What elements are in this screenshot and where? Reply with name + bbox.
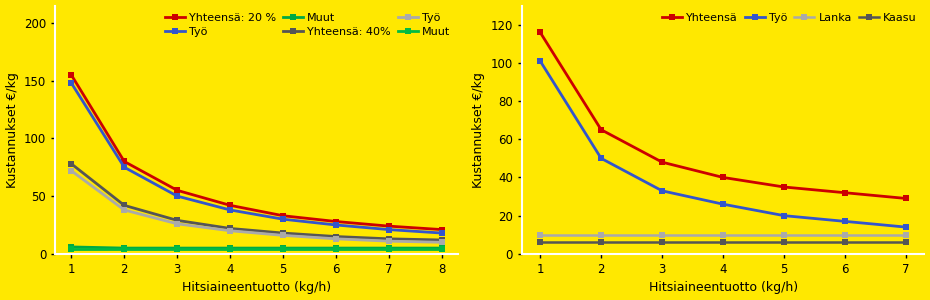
- Y-axis label: Kustannukset €/kg: Kustannukset €/kg: [472, 72, 485, 188]
- X-axis label: Hitsiaineentuotto (kg/h): Hitsiaineentuotto (kg/h): [648, 281, 798, 294]
- X-axis label: Hitsiaineentuotto (kg/h): Hitsiaineentuotto (kg/h): [182, 281, 331, 294]
- Y-axis label: Kustannukset €/kg: Kustannukset €/kg: [6, 72, 19, 188]
- Legend: Yhteensä: 20 %, Työ, Muut, Yhteensä: 40%, Työ, Muut: Yhteensä: 20 %, Työ, Muut, Yhteensä: 40%…: [163, 11, 452, 39]
- Legend: Yhteensä, Työ, Lanka, Kaasu: Yhteensä, Työ, Lanka, Kaasu: [659, 11, 919, 26]
